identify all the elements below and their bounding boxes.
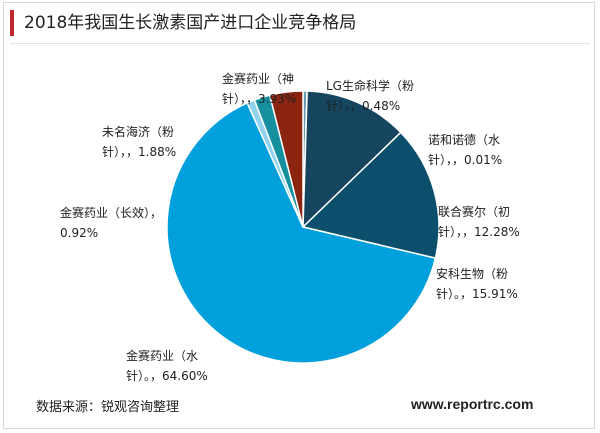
slice-label-anke-bio: 安科生物（粉 针）。，15.91% (436, 267, 518, 301)
pie-slice-7 (269, 90, 304, 228)
title-accent-bar (10, 10, 14, 36)
slice-label-genescience-long: 金赛药业（长效）， 0.92% (60, 206, 163, 240)
website-link[interactable]: www.reportrc.com (411, 396, 534, 412)
slice-label-lianhe-saier: 联合赛尔（初 针），，12.28% (438, 205, 520, 239)
pie-slice-4 (166, 102, 437, 364)
slice-label-genescience-shen: 金赛药业（神 针），，3.93% (222, 72, 297, 106)
slice-label-genescience-water: 金赛药业（水 针）。，64.60% (126, 349, 208, 383)
chart-title: 2018年我国生长激素国产进口企业竞争格局 (24, 13, 357, 33)
slice-label-novo-nordisk: 诺和诺德（水 针），，0.01% (428, 133, 503, 167)
pie-slice-3 (302, 131, 440, 259)
data-source-note: 数据来源：锐观咨询整理 (36, 400, 180, 415)
title-divider (10, 43, 590, 44)
slice-label-lg-chem: LG生命科学（粉 针），，0.48% (326, 79, 414, 113)
pie-slice-2 (302, 90, 402, 228)
slice-label-weiming-haiji: 未名海济（粉 针），，1.88% (102, 125, 177, 159)
